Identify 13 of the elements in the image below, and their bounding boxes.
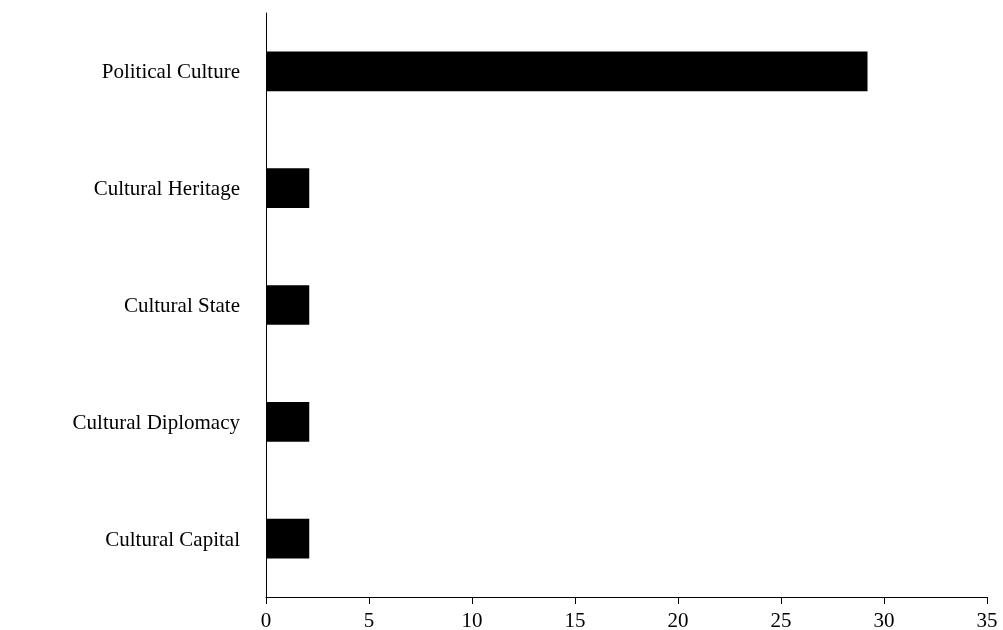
x-tick-label: 20 xyxy=(667,607,689,630)
x-tick-label: 10 xyxy=(461,607,483,630)
y-tick-label: Cultural Diplomacy xyxy=(72,409,241,434)
y-tick-label: Political Culture xyxy=(101,59,240,84)
x-tick-label: 35 xyxy=(976,607,998,630)
y-tick-label: Cultural State xyxy=(123,293,240,317)
y-tick-label: Cultural Capital xyxy=(105,526,241,551)
x-tick-label: 0 xyxy=(260,607,272,630)
y-tick-label: Cultural Heritage xyxy=(93,176,240,201)
x-tick-label: 30 xyxy=(873,607,895,630)
x-tick-label: 25 xyxy=(770,607,792,630)
x-tick-label: 15 xyxy=(564,607,586,630)
x-tick-label: 5 xyxy=(363,607,375,630)
